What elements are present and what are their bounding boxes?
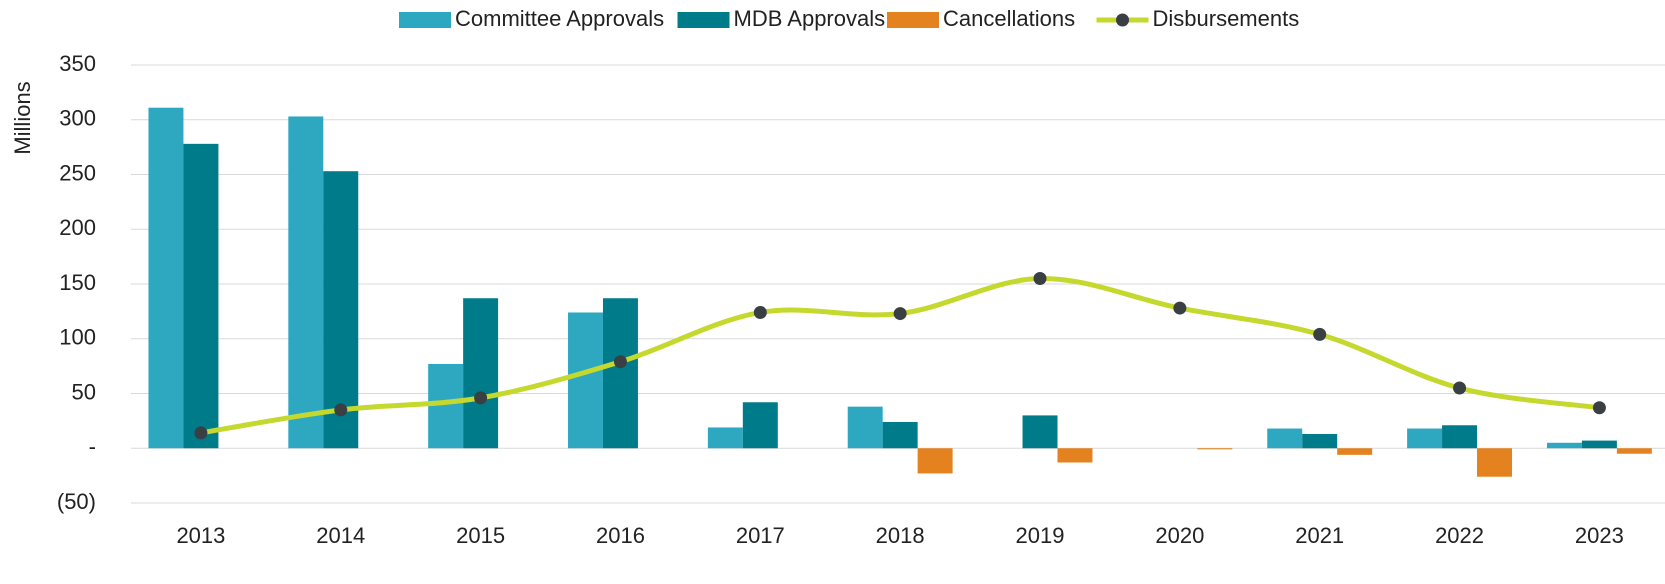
legend-label: Disbursements — [1153, 6, 1300, 31]
legend-swatch — [887, 12, 939, 28]
x-tick-label: 2019 — [1016, 523, 1065, 548]
x-tick-label: 2021 — [1295, 523, 1344, 548]
y-tick-label: 50 — [72, 379, 96, 404]
marker — [1033, 272, 1047, 286]
bar — [1442, 425, 1478, 449]
bar — [148, 107, 184, 449]
bar — [463, 298, 499, 449]
marker — [613, 355, 627, 369]
legend-swatch — [677, 12, 730, 28]
bar — [1057, 448, 1093, 463]
legend-label: MDB Approvals — [734, 6, 886, 31]
legend-swatch — [399, 12, 451, 28]
bar — [1581, 440, 1617, 449]
bar — [1337, 448, 1373, 455]
bar — [428, 363, 464, 449]
y-tick-label: 150 — [59, 270, 96, 295]
bar — [1616, 448, 1652, 454]
bar — [1022, 415, 1058, 449]
bar — [183, 143, 219, 449]
bar — [847, 406, 883, 449]
bar — [1302, 434, 1338, 449]
marker — [194, 426, 208, 440]
legend: Committee Approvals MDB Approvals Cancella… — [399, 6, 1299, 31]
x-tick-label: 2017 — [736, 523, 785, 548]
x-tick-label: 2018 — [876, 523, 925, 548]
bar — [707, 427, 743, 449]
x-tick-label: 2013 — [176, 523, 225, 548]
bar — [1197, 448, 1233, 450]
bar — [1477, 448, 1512, 477]
x-tick-label: 2014 — [316, 523, 365, 548]
legend-label: Cancellations — [943, 6, 1075, 31]
y-tick-label: - — [89, 434, 96, 459]
bar — [742, 402, 778, 449]
bar — [568, 312, 603, 449]
bar — [917, 448, 953, 474]
x-tick-label: 2020 — [1155, 523, 1204, 548]
x-tick-label: 2016 — [596, 523, 645, 548]
marker — [753, 305, 767, 319]
y-tick-label: 100 — [59, 325, 96, 350]
x-tick-label: 2023 — [1575, 523, 1624, 548]
marker — [893, 307, 907, 321]
y-tick-label: 200 — [59, 215, 96, 240]
marker — [474, 391, 488, 405]
x-tick-label: 2022 — [1435, 523, 1484, 548]
y-axis-label: Millions — [10, 81, 35, 154]
bar — [323, 171, 359, 449]
bar — [1407, 428, 1443, 449]
marker — [1453, 381, 1467, 395]
bar — [288, 116, 324, 449]
bar — [882, 421, 918, 449]
y-tick-label: (50) — [57, 489, 96, 514]
legend-marker — [1116, 13, 1129, 27]
line — [200, 276, 1600, 436]
legend-label: Committee Approvals — [455, 6, 664, 31]
y-tick-label: 300 — [59, 106, 96, 131]
bar — [1546, 442, 1582, 449]
y-tick-label: 350 — [59, 51, 96, 76]
marker — [1313, 327, 1327, 341]
x-tick-label: 2015 — [456, 523, 505, 548]
bar — [1267, 428, 1303, 449]
marker — [1592, 401, 1606, 415]
marker — [1173, 301, 1187, 315]
bar — [602, 298, 638, 449]
marker — [334, 403, 348, 417]
y-tick-label: 250 — [59, 160, 96, 185]
